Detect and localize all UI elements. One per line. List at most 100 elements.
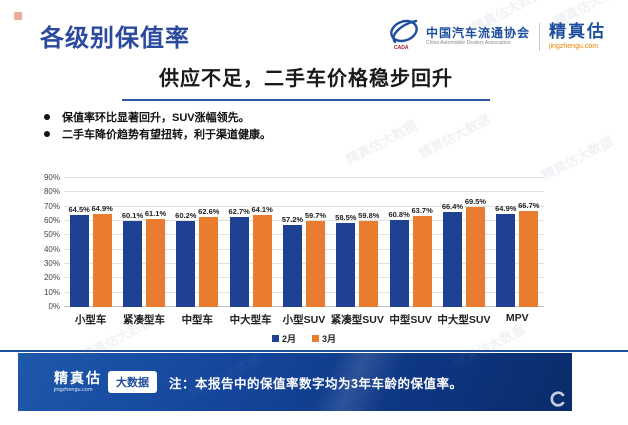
y-tick-label: 20% [43, 273, 60, 283]
x-tick-label: 中大型车 [229, 314, 272, 326]
footer-brand-block: 精真估 jingzhengu.com [54, 369, 102, 394]
y-tick-label: 60% [43, 216, 60, 225]
bar-group: 64.9% 66.7% [491, 178, 544, 307]
x-axis: 小型车 紧凑型车 中型车 中大型车 小型SUV 紧凑型SUV 中型SUV 中大型SUV MPV [64, 312, 544, 327]
bar-value-label: 62.7% [228, 207, 250, 217]
page-title: 各级别保值率 [40, 25, 190, 52]
legend-swatch-icon [312, 335, 319, 342]
x-axis-line [64, 306, 544, 307]
footer-brand-name: 精真估 [54, 369, 102, 386]
plot-area: 64.5% 64.9% 60.1% 61.1% 60.2% 62.6% 62.7% 64.1%… [64, 177, 544, 307]
y-tick-label: 30% [43, 259, 60, 268]
gridline [64, 234, 544, 236]
legend-label: 2月 [281, 334, 296, 344]
bullet-item: 保值率环比显著回升，SUV涨幅领先。 [44, 112, 271, 124]
y-tick-label: 40% [43, 244, 60, 254]
circle-c-icon [549, 390, 567, 408]
bar-2月-中型SUV: 60.8% [388, 210, 410, 307]
footer-divider-line [0, 350, 628, 352]
footer-bar: 精真估 jingzhengu.com 大数据 注：本报告中的保值率数字均为3年车… [18, 353, 572, 411]
bar-group: 60.2% 62.6% [171, 178, 224, 307]
y-tick-label: 0% [48, 302, 60, 311]
retention-rate-bar-chart: 0% 10% 20% 30% 40% 50% 60% 70% 80% 90% 64.5% 64.9%… [28, 172, 614, 344]
bar-3月-紧凑型SUV: 59.8% [358, 211, 379, 307]
bar-2月-MPV: 64.9% [495, 204, 516, 307]
bar-group: 62.7% 64.1% [224, 178, 277, 307]
gridline [64, 177, 544, 178]
brand-block: 精真估 jingzhengu.com [549, 21, 606, 50]
bullet-text: 保值率环比显著回升，SUV涨幅领先。 [62, 112, 250, 124]
x-tick-label: 中型车 [181, 314, 214, 326]
bar-value-label: 59.7% [304, 211, 327, 221]
bar-2月-中大型车: 62.7% [229, 207, 250, 307]
bar-group: 64.5% 64.9% [64, 178, 117, 307]
y-tick-label: 10% [43, 287, 60, 297]
bar-value-label: 61.1% [144, 209, 167, 219]
bar-value-label: 63.7% [411, 205, 433, 215]
bar-value-label: 66.4% [441, 201, 464, 211]
legend-label: 3月 [322, 334, 337, 344]
bar-group: 58.5% 59.8% [331, 178, 384, 307]
bar-2月-小型车: 64.5% [69, 205, 90, 307]
bar-value-label: 60.2% [175, 210, 197, 220]
bar-3月-中型车: 62.6% [198, 207, 219, 307]
bar-value-label: 64.9% [495, 203, 517, 213]
x-tick-label: 小型SUV [282, 314, 326, 326]
watermark-text: 精真估大数据 [343, 117, 420, 168]
bar-2月-中大型SUV: 66.4% [442, 202, 463, 307]
bar-2月-小型SUV: 57.2% [282, 215, 303, 307]
bar-value-label: 59.8% [358, 211, 380, 221]
footer-note: 注：本报告中的保值率数字均为3年车龄的保值率。 [169, 376, 463, 391]
bar-value-label: 60.1% [121, 210, 144, 220]
y-tick-label: 90% [43, 173, 60, 182]
bar-value-label: 64.5% [68, 204, 90, 214]
bullet-dot-icon [44, 131, 50, 138]
bar-3月-小型SUV: 59.7% [305, 211, 326, 307]
legend-item-3月: 3月 [312, 332, 336, 345]
corner-decoration [14, 12, 22, 20]
x-tick-label: MPV [505, 312, 529, 324]
brand-site: jingzhengu.com [549, 42, 599, 50]
gridline [64, 291, 544, 293]
bullet-item: 二手车降价趋势有望扭转，利于渠道健康。 [44, 129, 271, 141]
cada-globe-swoosh-icon: CADA [387, 18, 421, 55]
gridline [64, 220, 544, 221]
brand-name: 精真估 [549, 21, 606, 41]
bar-3月-紧凑型车: 61.1% [145, 209, 166, 307]
y-tick-label: 50% [43, 230, 60, 240]
x-tick-label: 紧凑型车 [122, 314, 165, 326]
x-tick-label: 紧凑型SUV [330, 314, 384, 326]
bar-group: 60.8% 63.7% [384, 178, 437, 307]
bar-value-label: 64.9% [91, 203, 113, 213]
x-tick-label: 小型车 [74, 314, 107, 326]
bar-2月-中型车: 60.2% [175, 211, 196, 307]
bar-value-label: 66.7% [518, 201, 540, 211]
gridline [64, 191, 544, 193]
bar-value-label: 62.6% [198, 207, 220, 217]
org-name-cn: 中国汽车流通协会 [425, 25, 530, 40]
gridline [64, 277, 544, 279]
slide-subtitle: 供应不足，二手车价格稳步回升 [122, 62, 490, 101]
org-block: 中国汽车流通协会 China Automobile Dealers Associ… [425, 25, 530, 47]
bar-value-label: 57.2% [281, 215, 304, 225]
bullet-list: 保值率环比显著回升，SUV涨幅领先。 二手车降价趋势有望扭转，利于渠道健康。 [44, 112, 271, 146]
y-axis: 0% 10% 20% 30% 40% 50% 60% 70% 80% 90% [28, 173, 62, 311]
footer-brand-site: jingzhengu.com [54, 387, 93, 394]
watermark-text: 精真估大数据 [416, 111, 493, 162]
logo-divider [539, 22, 540, 51]
bar-3月-MPV: 66.7% [518, 201, 539, 307]
bar-value-label: 69.5% [464, 197, 487, 207]
bar-3月-小型车: 64.9% [92, 204, 113, 307]
bar-3月-中大型车: 64.1% [252, 205, 273, 307]
bar-value-label: 58.5% [335, 213, 357, 223]
bar-value-label: 64.1% [251, 205, 273, 215]
legend-item-2月: 2月 [271, 332, 296, 345]
chart-legend: 2月 3月 [64, 332, 544, 345]
x-tick-label: 中型SUV [389, 314, 432, 326]
x-tick-label: 中大型SUV [437, 314, 491, 326]
bar-3月-中大型SUV: 69.5% [465, 197, 486, 307]
bar-2月-紧凑型SUV: 58.5% [335, 213, 356, 307]
header-logos: CADA 中国汽车流通协会 China Automobile Dealers A… [387, 18, 606, 55]
gridline [64, 205, 544, 207]
